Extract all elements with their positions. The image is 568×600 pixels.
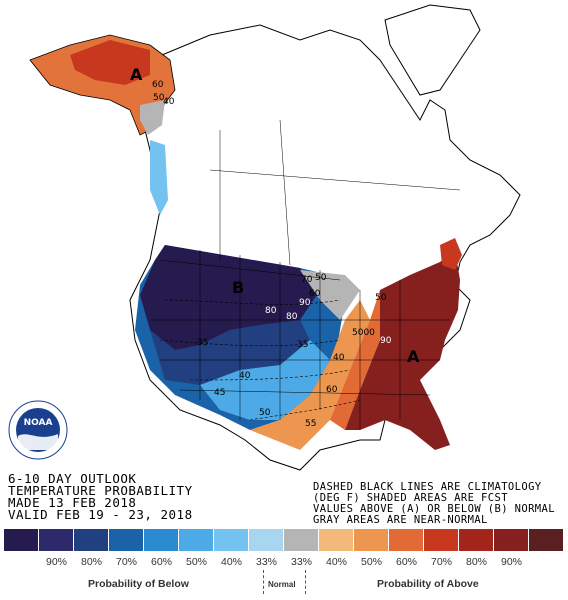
legend-tick-label: 90% — [45, 556, 67, 568]
outlook-type: TEMPERATURE PROBABILITY — [8, 483, 193, 498]
pacific-nw-blue — [150, 140, 168, 215]
prob-80-label: 80 — [265, 306, 277, 316]
legend-tick-label: 50% — [185, 556, 207, 568]
prob-50-label: 50 — [315, 273, 327, 283]
us-above-darkest — [345, 250, 460, 450]
tick-spacer — [529, 556, 564, 568]
legend-tick-label: 60% — [150, 556, 172, 568]
legend-tick-label: 80% — [80, 556, 102, 568]
normal-caption: Normal — [268, 580, 296, 589]
legend-tick-label: 70% — [430, 556, 452, 568]
prob-90b-label: 90 — [380, 336, 392, 346]
temperature-outlook-map: A B A 60 50 40 90 80 80 70 60 50 50 35 4… — [29, 4, 521, 471]
clim-40-label: 40 — [239, 371, 251, 381]
legend-swatch — [424, 529, 459, 551]
note-line-1: DASHED BLACK LINES ARE CLIMATOLOGY — [313, 481, 542, 493]
climatology-lines — [159, 299, 361, 421]
outlook-valid-dates: VALID FEB 19 - 23, 2018 — [8, 507, 193, 522]
outlook-info-block: 6-10 DAY OUTLOOK TEMPERATURE PROBABILITY… — [8, 471, 193, 522]
legend-tick-label: 40% — [220, 556, 242, 568]
us-below-mid — [150, 320, 310, 385]
legend-tick-label: 50% — [360, 556, 382, 568]
legend-tick-label: 33% — [255, 556, 277, 568]
legend-tick-label: 90% — [500, 556, 522, 568]
legend-swatch — [179, 529, 214, 551]
clim-5000-label: 5000 — [352, 328, 375, 338]
us-above-light — [250, 300, 370, 450]
alaska-gray — [140, 100, 165, 135]
normal-separator-right — [305, 570, 306, 594]
alaska-above-letter: A — [130, 65, 143, 84]
us-normal-strip — [300, 270, 360, 320]
alaska-60-label: 60 — [152, 80, 164, 90]
new-england-red — [440, 238, 462, 270]
above-caption: Probability of Above — [377, 578, 479, 590]
alaska-red-core — [70, 40, 150, 85]
legend-swatch — [109, 529, 144, 551]
legend-tick-label: 60% — [395, 556, 417, 568]
legend-tick-label: 70% — [115, 556, 137, 568]
greenland-outline — [384, 4, 481, 96]
alaska-40-label: 40 — [163, 97, 175, 107]
below-caption: Probability of Below — [88, 578, 189, 590]
legend-swatch — [249, 529, 284, 551]
legend-swatch — [354, 529, 389, 551]
note-line-3: VALUES ABOVE (A) OR BELOW (B) NORMAL — [313, 503, 555, 515]
legend-swatch — [459, 529, 494, 551]
us-below-darkest — [140, 245, 320, 350]
svg-text:NOAA: NOAA — [24, 418, 53, 428]
legend-tick-label: 40% — [325, 556, 347, 568]
legend-swatch — [144, 529, 179, 551]
legend-tick-label: 80% — [465, 556, 487, 568]
clim-35b-label: 35 — [297, 340, 308, 350]
legend-swatch — [319, 529, 354, 551]
legend-swatch — [4, 529, 39, 551]
alaska-50-label: 50 — [153, 93, 165, 103]
legend-swatch — [389, 529, 424, 551]
prob-70-label: 70 — [301, 275, 313, 285]
clim-50-label: 50 — [259, 408, 271, 418]
probability-tick-labels: 90% 80% 70% 60% 50% 40% 33% 33% 40% 50% 60% 70% 80% 9… — [4, 556, 564, 568]
state-borders — [150, 119, 461, 430]
clim-55-label: 55 — [305, 419, 316, 429]
legend-swatch — [74, 529, 109, 551]
prob-80b-label: 80 — [286, 312, 298, 322]
west-below-letter: B — [232, 278, 244, 297]
legend-swatch — [284, 529, 319, 551]
tick-spacer — [4, 556, 39, 568]
note-line-2: (DEG F) SHADED AREAS ARE FCST — [313, 492, 508, 504]
legend-swatch — [214, 529, 249, 551]
normal-separator-left — [263, 570, 264, 594]
outlook-made-date: MADE 13 FEB 2018 — [8, 495, 137, 510]
noaa-logo-icon: NOAA — [8, 400, 68, 460]
clim-40b-label: 40 — [333, 353, 345, 363]
legend-tick-label: 33% — [290, 556, 312, 568]
clim-45-label: 45 — [214, 388, 225, 398]
legend-swatch — [529, 529, 564, 551]
prob-90-label: 90 — [299, 298, 311, 308]
legend-swatch — [39, 529, 74, 551]
note-line-4: GRAY AREAS ARE NEAR-NORMAL — [313, 514, 488, 526]
prob-60-label: 60 — [309, 289, 321, 299]
clim-35-label: 35 — [197, 338, 208, 348]
outlook-title: 6-10 DAY OUTLOOK — [8, 471, 137, 486]
probability-color-bar — [4, 529, 564, 551]
legend-notes-block: DASHED BLACK LINES ARE CLIMATOLOGY (DEG … — [313, 482, 555, 526]
clim-60-label: 60 — [326, 385, 338, 395]
legend-swatch — [494, 529, 529, 551]
prob-50b-label: 50 — [375, 293, 387, 303]
east-above-letter: A — [407, 347, 420, 366]
